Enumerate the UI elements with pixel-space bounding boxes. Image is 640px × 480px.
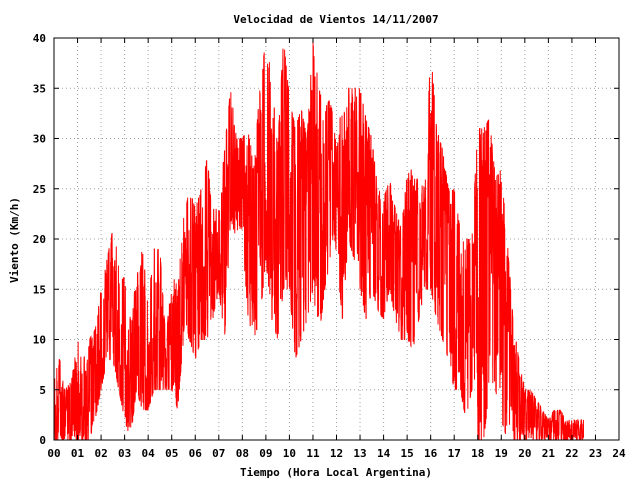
- x-tick-label: 03: [118, 447, 131, 460]
- x-tick-label: 23: [589, 447, 602, 460]
- y-tick-label: 30: [33, 133, 46, 146]
- y-tick-label: 5: [39, 384, 46, 397]
- y-tick-label: 0: [39, 434, 46, 447]
- series-layer: [54, 39, 585, 440]
- x-tick-label: 19: [495, 447, 508, 460]
- x-tick-label: 15: [401, 447, 414, 460]
- y-tick-label: 10: [33, 334, 46, 347]
- x-tick-label: 14: [377, 447, 391, 460]
- y-tick-label: 25: [33, 183, 46, 196]
- x-tick-label: 06: [189, 447, 203, 460]
- x-tick-label: 24: [612, 447, 626, 460]
- chart-title: Velocidad de Vientos 14/11/2007: [233, 13, 438, 26]
- y-tick-label: 15: [33, 283, 46, 296]
- x-tick-label: 09: [259, 447, 272, 460]
- x-tick-label: 17: [448, 447, 461, 460]
- x-tick-label: 01: [71, 447, 85, 460]
- x-tick-label: 07: [212, 447, 225, 460]
- axis-ticks: 00 01 02 03 04 05 06 07 08 09 10 11 12 13 14 15 16 17 18 19…: [33, 32, 626, 460]
- y-axis-label: Viento (Km/h): [8, 197, 21, 283]
- x-tick-label: 08: [236, 447, 249, 460]
- x-tick-label: 04: [142, 447, 156, 460]
- x-tick-label: 22: [565, 447, 578, 460]
- x-tick-label: 11: [306, 447, 320, 460]
- series-line-wind-speed: [54, 39, 585, 440]
- x-tick-label: 16: [424, 447, 438, 460]
- y-tick-label: 40: [33, 32, 46, 45]
- x-tick-label: 00: [47, 447, 60, 460]
- x-tick-label: 13: [353, 447, 366, 460]
- y-tick-label: 35: [33, 82, 46, 95]
- x-tick-label: 10: [283, 447, 296, 460]
- x-tick-label: 05: [165, 447, 178, 460]
- x-tick-label: 21: [542, 447, 556, 460]
- x-tick-label: 20: [518, 447, 531, 460]
- x-tick-label: 12: [330, 447, 343, 460]
- x-tick-label: 02: [94, 447, 107, 460]
- x-axis-label: Tiempo (Hora Local Argentina): [240, 466, 432, 479]
- x-tick-label: 18: [471, 447, 484, 460]
- y-tick-label: 20: [33, 233, 46, 246]
